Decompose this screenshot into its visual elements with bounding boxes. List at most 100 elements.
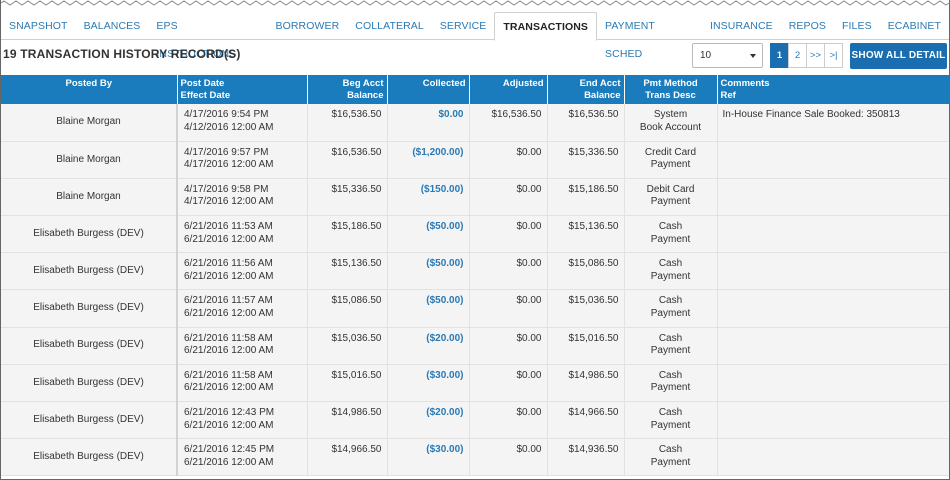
table-row[interactable]: Elisabeth Burgess (DEV) 6/21/2016 11:53 A…	[1, 215, 949, 254]
cell-comments	[717, 252, 949, 291]
tab-ecabinet[interactable]: ECABINET	[887, 20, 941, 32]
column-header-comments[interactable]: Comments Ref	[717, 75, 949, 104]
cell-comments: In-House Finance Sale Booked: 350813	[717, 104, 949, 142]
cell-beg-balance: $16,536.50	[307, 141, 388, 179]
cell-pmt-method: Debit Card Payment	[624, 178, 718, 217]
show-all-detail-button[interactable]: SHOW ALL DETAIL	[850, 43, 947, 69]
cell-pmt-method-text: Cash	[658, 221, 683, 233]
cell-pmt-method: Cash Payment	[624, 364, 718, 403]
cell-collected-link-text: ($20.00)	[426, 332, 464, 344]
page-size-select[interactable]: 10	[692, 43, 763, 68]
column-header-pmt[interactable]: Pmt Method Trans Desc	[624, 75, 718, 104]
cell-dates-text: 6/21/2016 11:56 AM	[184, 258, 273, 270]
cell-dates-text: 6/21/2016 12:00 AM	[184, 345, 274, 357]
cell-comments	[717, 401, 949, 440]
table-row[interactable]: Elisabeth Burgess (DEV) 6/21/2016 11:58 A…	[1, 364, 949, 403]
cell-pmt-method: Cash Payment	[624, 215, 718, 254]
cell-adjusted: $0.00	[469, 364, 548, 403]
cell-posted-by: Elisabeth Burgess (DEV)	[1, 215, 178, 254]
cell-collected-link[interactable]: ($150.00)	[387, 178, 470, 217]
cell-end-balance-text: $14,986.50	[568, 369, 619, 381]
cell-dates: 6/21/2016 11:56 AM 6/21/2016 12:00 AM	[177, 252, 308, 291]
column-header-adjusted[interactable]: Adjusted	[469, 75, 548, 104]
table-row[interactable]: Elisabeth Burgess (DEV) 6/21/2016 12:45 P…	[1, 438, 949, 477]
table-row[interactable]: Elisabeth Burgess (DEV) 6/21/2016 12:43 P…	[1, 401, 949, 440]
tab-repos[interactable]: REPOS	[788, 20, 826, 32]
cell-dates-text: 6/21/2016 12:00 AM	[184, 456, 274, 468]
tab-insurance[interactable]: INSURANCE	[709, 20, 773, 32]
table-row[interactable]: Blaine Morgan 4/17/2016 9:57 PM 4/17/2016 …	[1, 141, 949, 179]
cell-collected-link[interactable]: ($1,200.00)	[387, 141, 470, 179]
tab-files[interactable]: FILES	[842, 20, 872, 32]
table-row[interactable]: Elisabeth Burgess (DEV) 6/21/2016 11:56 A…	[1, 252, 949, 291]
next-pages-button[interactable]: >>	[806, 43, 825, 68]
tab-borrower[interactable]: BORROWER	[275, 20, 340, 32]
tab-collateral[interactable]: COLLATERAL	[355, 20, 424, 32]
cell-collected-link-text: ($1,200.00)	[412, 146, 464, 158]
cell-beg-balance: $15,136.50	[307, 252, 388, 291]
table-header-row: Posted By Post Date Effect Date Beg Acct Bal…	[1, 75, 949, 104]
last-page-button[interactable]: >|	[824, 43, 843, 68]
column-header-beg[interactable]: Beg Acct Balance	[307, 75, 388, 104]
cell-posted-by: Elisabeth Burgess (DEV)	[1, 364, 178, 403]
column-header-posted_by[interactable]: Posted By	[1, 75, 178, 104]
cell-posted-by: Elisabeth Burgess (DEV)	[1, 401, 178, 440]
cell-collected-link[interactable]: ($30.00)	[387, 438, 470, 477]
cell-collected-link[interactable]: $0.00	[387, 104, 470, 142]
cell-collected-link[interactable]: ($50.00)	[387, 289, 470, 328]
cell-posted-by: Blaine Morgan	[1, 104, 178, 142]
cell-posted-by: Elisabeth Burgess (DEV)	[1, 289, 178, 328]
column-header-label: End Acct	[579, 78, 621, 89]
cell-collected-link[interactable]: ($20.00)	[387, 401, 470, 440]
tab-payment-sched[interactable]: PAYMENT SCHED	[605, 20, 655, 60]
column-header-sublabel: Effect Date	[180, 90, 231, 101]
cell-pmt-method-text: Cash	[658, 295, 683, 307]
cell-collected-link[interactable]: ($30.00)	[387, 364, 470, 403]
cell-adjusted: $0.00	[469, 215, 548, 254]
cell-adjusted-text: $0.00	[516, 332, 542, 344]
cell-beg-balance: $14,986.50	[307, 401, 388, 440]
cell-collected-link[interactable]: ($50.00)	[387, 215, 470, 254]
cell-beg-balance: $15,186.50	[307, 215, 388, 254]
cell-dates: 4/17/2016 9:58 PM 4/17/2016 12:00 AM	[177, 178, 308, 217]
cell-posted-by-text: Blaine Morgan	[56, 190, 121, 202]
cell-pmt-method-text: Payment	[650, 270, 691, 282]
column-header-collected[interactable]: Collected	[387, 75, 470, 104]
table-row[interactable]: Elisabeth Burgess (DEV) 6/21/2016 11:57 A…	[1, 289, 949, 328]
page-1-button[interactable]: 1	[770, 43, 789, 68]
table-row[interactable]: Blaine Morgan 4/17/2016 9:58 PM 4/17/2016 …	[1, 178, 949, 217]
cell-dates-text: 6/21/2016 12:43 PM	[184, 407, 275, 418]
tab-transactions[interactable]: TRANSACTIONS	[494, 12, 598, 41]
column-header-sublabel: Balance	[584, 90, 621, 101]
tab-eps-instructions[interactable]: EPS INSTRUCTIONS	[156, 20, 237, 60]
cell-collected-link[interactable]: ($20.00)	[387, 327, 470, 365]
cell-posted-by: Elisabeth Burgess (DEV)	[1, 252, 178, 291]
column-header-date[interactable]: Post Date Effect Date	[177, 75, 308, 104]
cell-comments	[717, 178, 949, 217]
cell-beg-balance-text: $15,336.50	[331, 183, 382, 195]
cell-pmt-method: Cash Payment	[624, 289, 718, 328]
column-header-end[interactable]: End Acct Balance	[547, 75, 625, 104]
cell-beg-balance-text: $15,136.50	[331, 258, 382, 270]
cell-end-balance-text: $15,336.50	[568, 146, 619, 158]
tab-service[interactable]: SERVICE	[439, 20, 487, 32]
cell-collected-link-text: ($50.00)	[426, 221, 464, 233]
cell-comments-text: In-House Finance Sale Booked: 350813	[722, 109, 900, 120]
cell-posted-by-text: Elisabeth Burgess (DEV)	[33, 302, 144, 314]
cell-posted-by-text: Elisabeth Burgess (DEV)	[33, 227, 144, 239]
cell-adjusted: $16,536.50	[469, 104, 548, 142]
cell-posted-by-text: Elisabeth Burgess (DEV)	[33, 339, 144, 351]
tab-balances[interactable]: BALANCES	[83, 20, 141, 32]
cell-adjusted-text: $0.00	[516, 146, 542, 158]
chevron-down-icon	[750, 54, 756, 58]
cell-collected-link[interactable]: ($50.00)	[387, 252, 470, 291]
table-row[interactable]: Blaine Morgan 4/17/2016 9:54 PM 4/12/2016 …	[1, 104, 949, 142]
cell-comments	[717, 327, 949, 365]
cell-posted-by-text: Elisabeth Burgess (DEV)	[33, 376, 144, 388]
page-2-button[interactable]: 2	[788, 43, 807, 68]
cell-adjusted-text: $0.00	[516, 221, 542, 233]
table-row[interactable]: Elisabeth Burgess (DEV) 6/21/2016 11:58 A…	[1, 327, 949, 365]
cell-comments	[717, 364, 949, 403]
tab-snapshot[interactable]: SNAPSHOT	[9, 20, 68, 32]
cell-end-balance: $15,016.50	[547, 327, 625, 365]
